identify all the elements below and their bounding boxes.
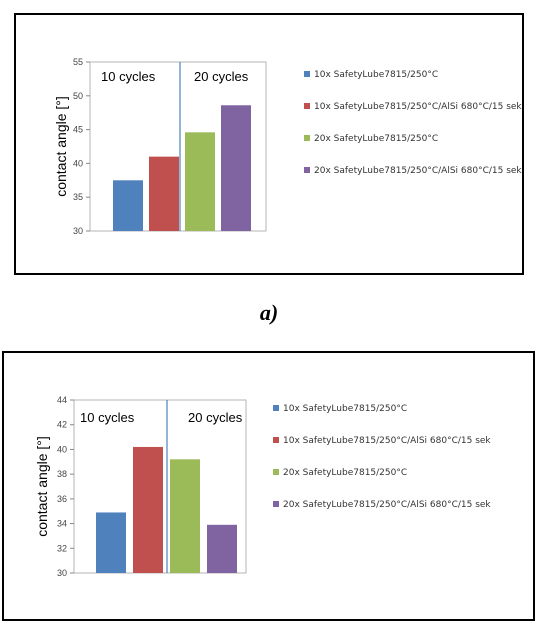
legend-label: 20x SafetyLube7815/250°C [314,134,439,144]
chart-b-ytick-label: 40 [57,444,67,454]
legend-swatch [273,405,279,411]
legend-swatch [304,71,310,77]
chart-a-ytick-label: 35 [73,192,83,202]
chart-b-ytick-label: 36 [57,494,67,504]
chart-b-group-label-2: 20 cycles [188,410,243,425]
legend-label: 10x SafetyLube7815/250°C/AlSi 680°C/15 s… [283,436,491,446]
chart-a-ytick-label: 30 [73,226,83,236]
legend-label: 20x SafetyLube7815/250°C [283,468,408,478]
legend-item: 20x SafetyLube7815/250°C [304,134,438,144]
legend-swatch [304,135,310,141]
legend-item: 10x SafetyLube7815/250°C/AlSi 680°C/15 s… [273,436,491,446]
legend-swatch [273,437,279,443]
chart-b-plot: 30 32 34 36 38 40 42 44 contact angle [°] 10 cycl… [34,395,247,578]
legend-label: 10x SafetyLube7815/250°C [283,404,408,414]
legend-label: 10x SafetyLube7815/250°C [314,70,439,80]
chart-a-ytick-label: 50 [73,91,83,101]
chart-a-ytick-label: 40 [73,158,83,168]
chart-b-y-axis-label: contact angle [°] [34,436,50,537]
legend-swatch [304,103,310,109]
chart-b-group-label-1: 10 cycles [80,410,135,425]
legend-swatch [304,167,310,173]
chart-b-ytick-label: 32 [57,543,67,553]
chart-a-bar-1 [113,180,143,231]
legend-item: 20x SafetyLube7815/250°C/AlSi 680°C/15 s… [304,166,522,176]
chart-panel-b: 30 32 34 36 38 40 42 44 contact angle [°] 10 cycl… [2,351,535,621]
chart-b-ytick-label: 42 [57,420,67,430]
chart-b-bar-1 [96,512,126,573]
legend-label: 20x SafetyLube7815/250°C/AlSi 680°C/15 s… [314,166,522,176]
chart-b-ytick-label: 30 [57,568,67,578]
legend-item: 10x SafetyLube7815/250°C [273,404,407,414]
legend-swatch [273,469,279,475]
chart-b-ytick-label: 44 [57,395,67,405]
chart-b-bar-2 [133,446,163,573]
legend-item: 20x SafetyLube7815/250°C [273,468,407,478]
chart-b-ytick-label: 38 [57,469,67,479]
chart-a-y-axis-label: contact angle [°] [53,96,69,197]
legend-label: 20x SafetyLube7815/250°C/AlSi 680°C/15 s… [283,500,491,510]
chart-a-group-label-2: 20 cycles [194,69,249,84]
chart-a-bar-2 [149,156,179,231]
figure-caption-a: a) [259,300,279,325]
legend-swatch [273,501,279,507]
chart-panel-a: 30 35 40 45 50 55 contact angle [°] 10 cycles 20… [14,13,524,275]
chart-a-ytick-label: 45 [73,125,83,135]
chart-a-bar-4 [221,105,251,231]
legend-item: 10x SafetyLube7815/250°C [304,70,438,80]
chart-b-ytick-label: 34 [57,519,67,529]
chart-b-bar-3 [170,459,200,573]
chart-b-bar-4 [207,524,237,573]
legend-label: 10x SafetyLube7815/250°C/AlSi 680°C/15 s… [314,102,522,112]
chart-a-group-label-1: 10 cycles [101,69,156,84]
legend-item: 20x SafetyLube7815/250°C/AlSi 680°C/15 s… [273,500,491,510]
legend-item: 10x SafetyLube7815/250°C/AlSi 680°C/15 s… [304,102,522,112]
chart-a-ytick-label: 55 [73,57,83,67]
chart-a-bar-3 [185,132,215,231]
chart-a-plot: 30 35 40 45 50 55 contact angle [°] 10 cycles 20… [53,57,267,236]
